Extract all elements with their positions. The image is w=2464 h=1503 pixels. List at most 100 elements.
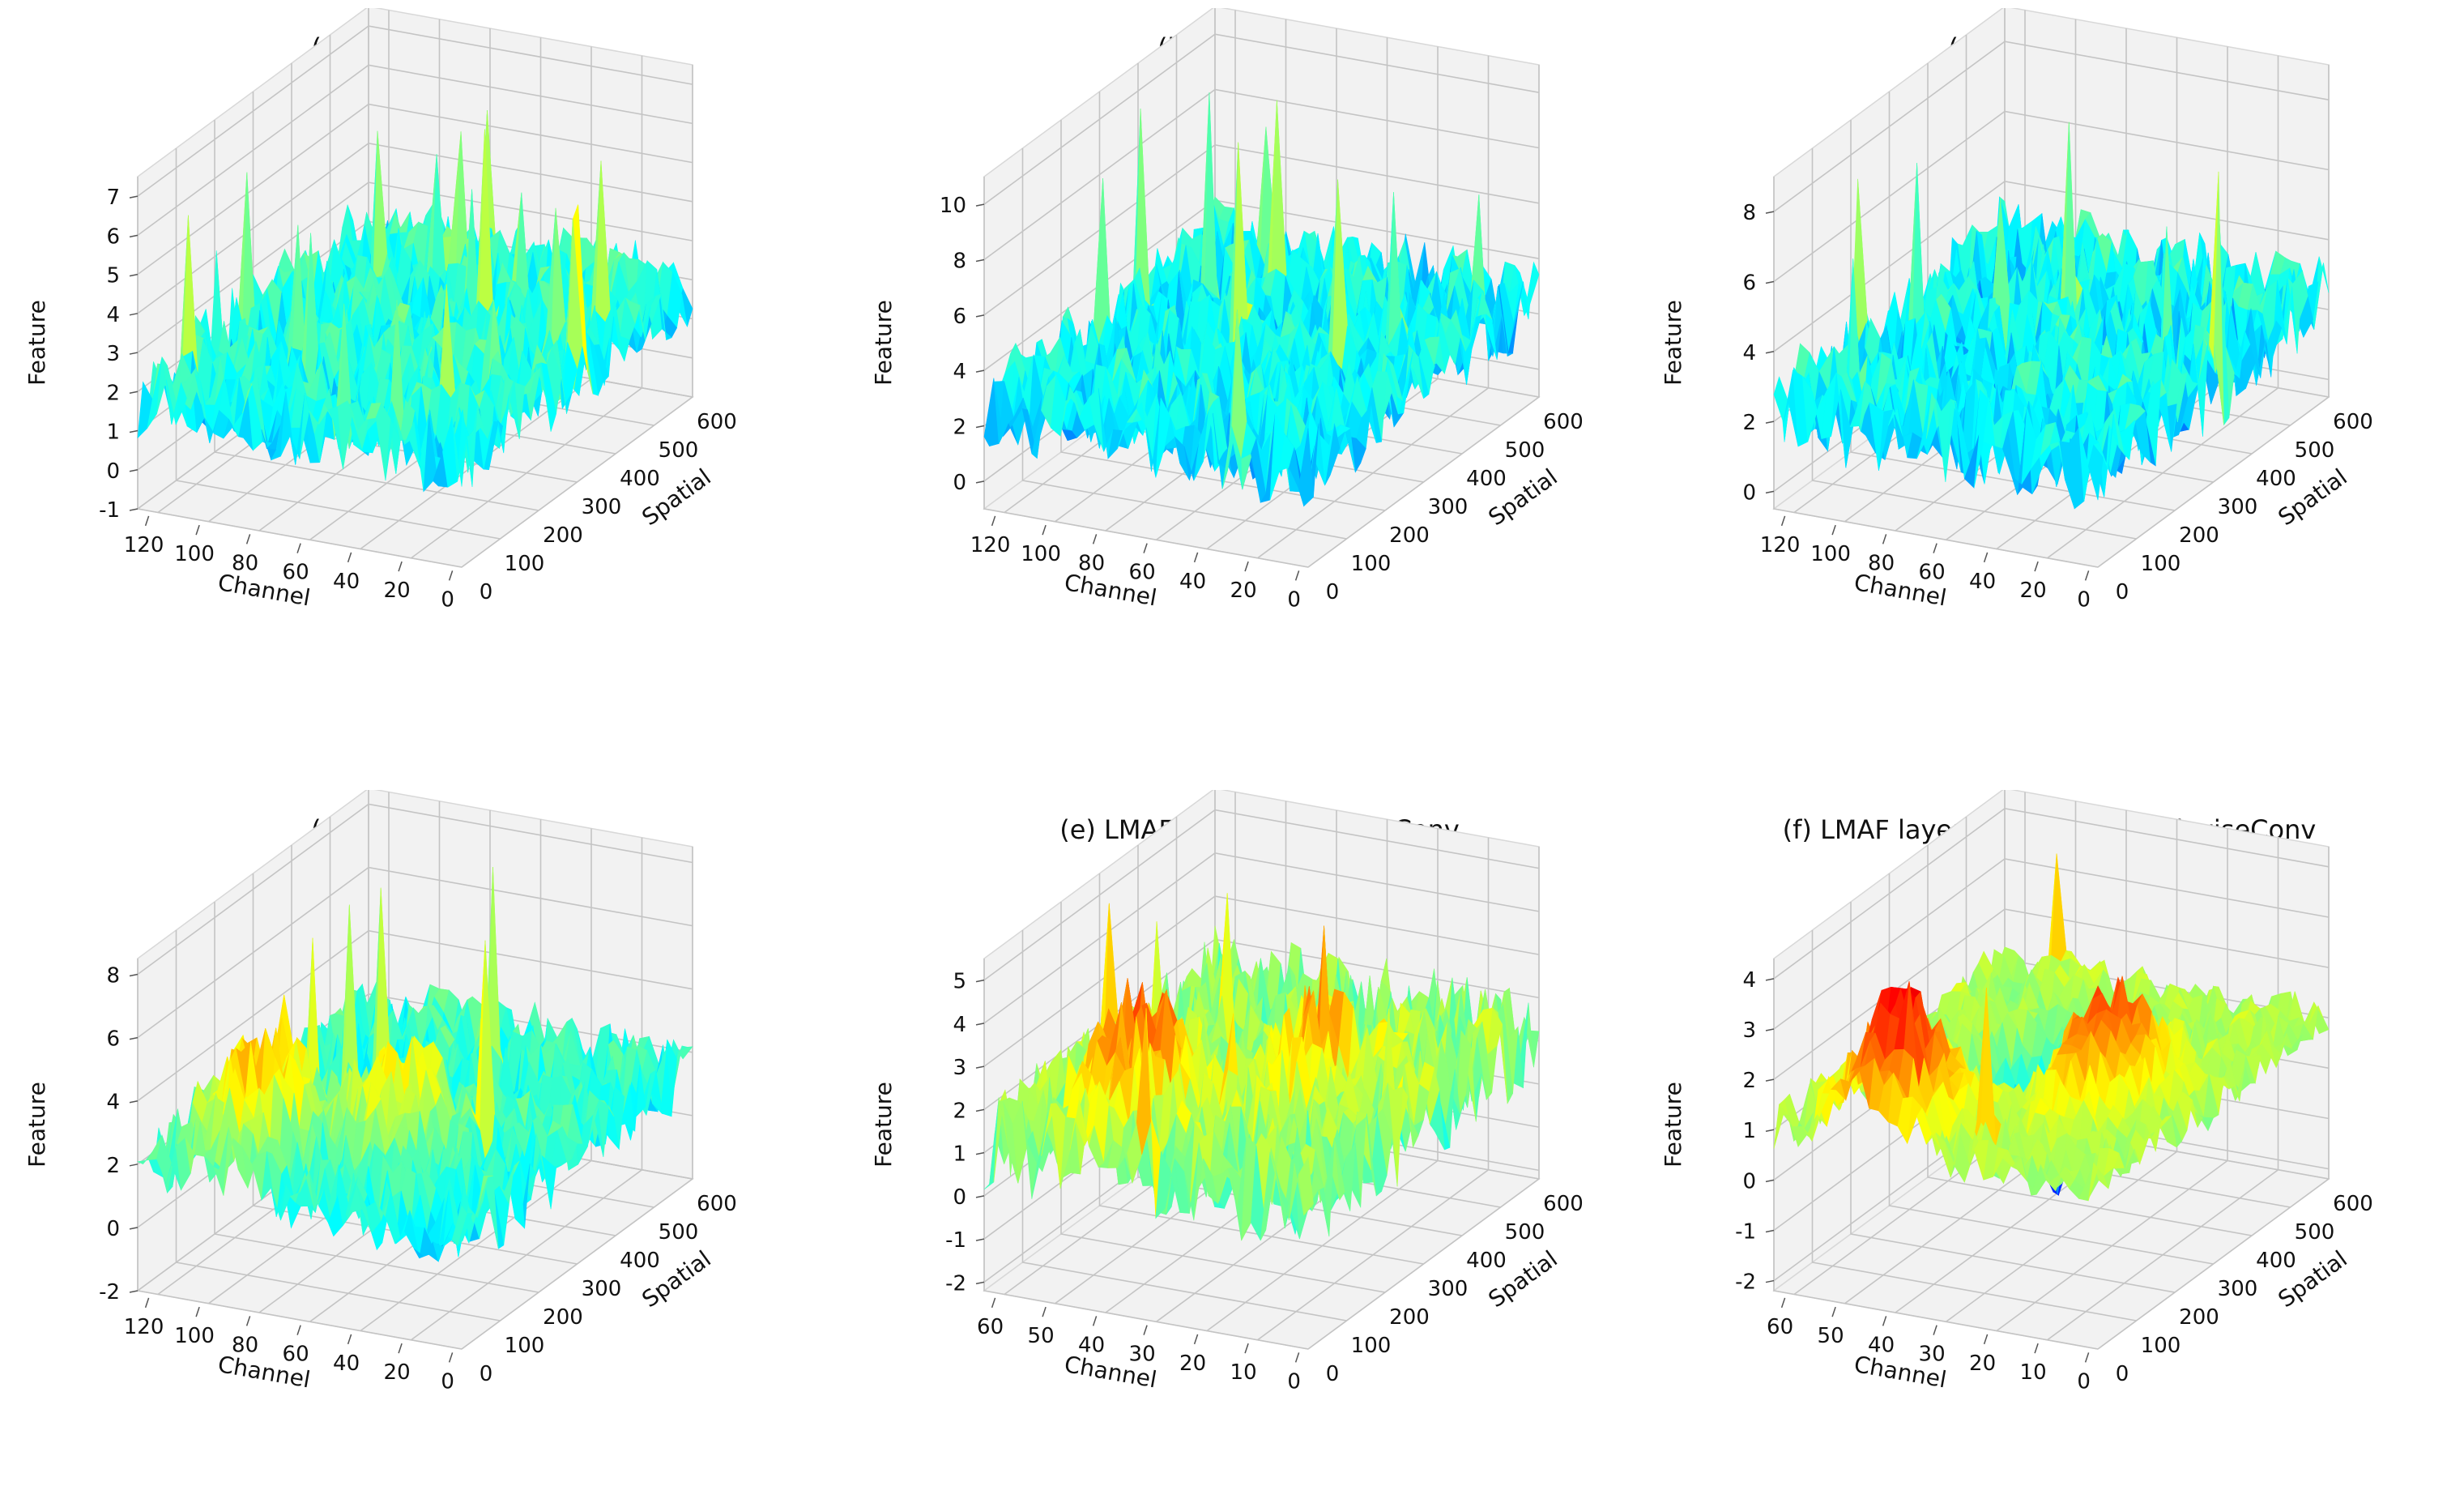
y-tick-label: 600: [2333, 410, 2373, 434]
x-tick-label: 10: [1230, 1360, 1257, 1385]
tick-labels: 120 100 80 60 40 20 0 0100200300400500600-20246…: [99, 964, 737, 1394]
z-tick-label: 0: [106, 459, 120, 484]
y-tick-label: 400: [620, 1249, 660, 1273]
surface-mesh: [983, 92, 1540, 507]
x-tick-label: 20: [384, 579, 411, 603]
y-tick-label: 400: [2256, 1249, 2296, 1273]
x-tick-label: 120: [1760, 533, 1801, 557]
y-tick-label: 100: [1351, 552, 1392, 576]
x-tick-label: 40: [333, 570, 360, 594]
z-tick-label: 10: [940, 194, 966, 218]
y-tick-label: 100: [2141, 552, 2181, 576]
y-tick-label: 500: [659, 1220, 699, 1245]
surface-plot-d: 120 100 80 60 40 20 0 0100200300400500600-20246…: [23, 790, 737, 1394]
subplot-a: (a) LMAF layer1 120100806040200010020030…: [8, 8, 818, 721]
y-tick-label: 600: [697, 1192, 737, 1216]
x-tick-label: 40: [1868, 1333, 1895, 1357]
y-tick-label: 300: [1428, 1277, 1469, 1301]
z-tick-label: 8: [106, 964, 120, 988]
figure: (a) LMAF layer1 120100806040200010020030…: [8, 8, 2373, 1394]
x-tick-label: 100: [1021, 542, 1061, 566]
x-tick-label: 80: [1078, 551, 1105, 575]
y-tick-label: 0: [480, 1362, 493, 1386]
z-tick-label: 2: [106, 381, 120, 405]
z-tick-label: 4: [1742, 968, 1756, 993]
y-tick-label: 600: [2333, 1192, 2373, 1216]
y-tick-label: 400: [2256, 467, 2296, 491]
x-tick-label: 30: [1919, 1343, 1946, 1367]
z-tick-label: 8: [1742, 201, 1756, 225]
z-tick-label: 0: [1742, 480, 1756, 505]
surface-mesh: [1773, 853, 2330, 1202]
y-tick-label: 200: [2179, 523, 2219, 548]
y-tick-label: 500: [2295, 438, 2335, 463]
z-tick-label: -1: [1735, 1219, 1756, 1244]
subplot-b: (b) LMAF layer2 120100806040200010020030…: [855, 8, 1665, 721]
z-tick-label: 3: [106, 342, 120, 366]
z-axis-label: Feature: [23, 1082, 50, 1168]
y-tick-label: 300: [1428, 495, 1469, 519]
y-tick-label: 300: [582, 1277, 622, 1301]
tick-labels: 60 50 40 30 20 10 0 0100200300400500600-2-10123…: [1735, 968, 2373, 1394]
z-tick-label: 2: [953, 1099, 966, 1123]
tick-labels: 120 100 80 60 40 20 0 0100200300400500600024681…: [940, 194, 1584, 612]
tick-labels: 120 100 80 60 40 20 0 0100200300400500600-10123…: [99, 186, 737, 612]
y-tick-label: 500: [659, 438, 699, 463]
y-tick-label: 100: [1351, 1334, 1392, 1358]
y-tick-label: 200: [543, 523, 583, 548]
surface-mesh: [136, 867, 693, 1262]
surface-plot-b: 120 100 80 60 40 20 0 0100200300400500600024681…: [870, 8, 1584, 612]
z-tick-label: 3: [953, 1056, 966, 1080]
subplot-f: (f) LMAF layer4 DilatationDepthwiseConv …: [1644, 790, 2454, 1503]
z-tick-label: 0: [953, 471, 966, 495]
x-tick-label: 40: [1179, 570, 1206, 594]
x-tick-label: 60: [977, 1315, 1004, 1339]
z-tick-label: 4: [953, 360, 966, 384]
surface-mesh: [983, 893, 1540, 1241]
surface-plot-c: 120 100 80 60 40 20 0 010020030040050060002468C…: [1660, 8, 2373, 612]
y-tick-label: 600: [1543, 1192, 1584, 1216]
y-tick-label: 300: [2218, 1277, 2258, 1301]
y-tick-label: 200: [2179, 1305, 2219, 1330]
x-tick-label: 80: [232, 551, 258, 575]
x-tick-label: 0: [1287, 1369, 1301, 1394]
z-axis-label: Feature: [1660, 1082, 1686, 1168]
x-tick-label: 20: [1230, 579, 1257, 603]
x-tick-label: 0: [2077, 1369, 2091, 1394]
y-tick-label: 200: [543, 1305, 583, 1330]
y-tick-label: 200: [1389, 1305, 1430, 1330]
y-tick-label: 500: [1505, 438, 1545, 463]
z-tick-label: 6: [106, 1027, 120, 1052]
x-tick-label: 0: [441, 1369, 454, 1394]
x-tick-label: 20: [1969, 1351, 1996, 1376]
y-tick-label: 600: [697, 410, 737, 434]
z-tick-label: 6: [106, 224, 120, 249]
y-tick-label: 0: [2116, 1362, 2129, 1386]
z-tick-label: -2: [1735, 1270, 1756, 1295]
z-tick-label: -2: [945, 1271, 966, 1296]
x-tick-label: 80: [1868, 551, 1895, 575]
z-tick-label: 5: [106, 264, 120, 288]
y-tick-label: 0: [480, 580, 493, 604]
y-tick-label: 200: [1389, 523, 1430, 548]
subplot-e: (e) LMAF layer4 PointwiseConv 6050403020…: [855, 790, 1665, 1503]
z-tick-label: 4: [106, 1091, 120, 1115]
z-tick-label: 5: [953, 970, 966, 994]
z-tick-label: 4: [106, 303, 120, 327]
z-tick-label: -1: [99, 498, 120, 523]
x-tick-label: 80: [232, 1333, 258, 1357]
z-tick-label: 2: [106, 1154, 120, 1178]
x-tick-label: 0: [441, 587, 454, 612]
x-tick-label: 120: [970, 533, 1011, 557]
z-tick-label: 6: [953, 305, 966, 329]
z-tick-label: 3: [1742, 1018, 1756, 1043]
z-tick-label: 0: [1742, 1169, 1756, 1193]
z-tick-label: 1: [106, 421, 120, 445]
x-tick-label: 40: [333, 1351, 360, 1376]
surface-mesh: [137, 110, 693, 493]
x-tick-label: 20: [2020, 579, 2047, 603]
x-tick-label: 120: [124, 533, 164, 557]
surface-plot-a: 120 100 80 60 40 20 0 0100200300400500600-10123…: [23, 8, 737, 612]
x-tick-label: 60: [283, 1343, 309, 1367]
